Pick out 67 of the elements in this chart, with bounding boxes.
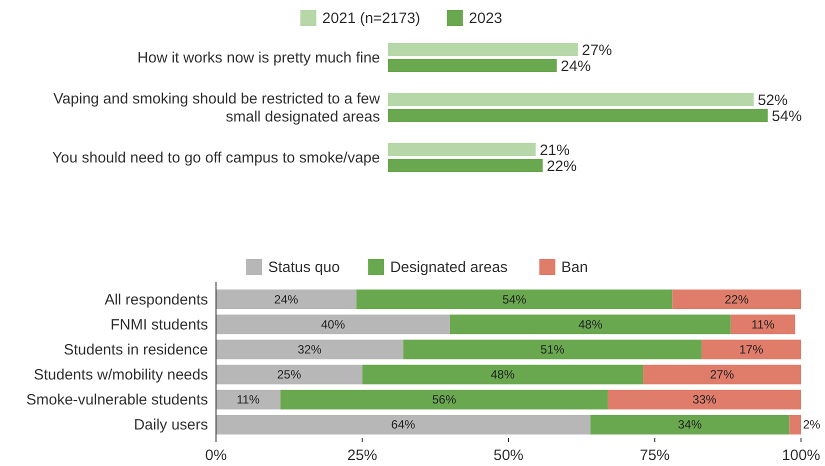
data-label: 27%	[582, 42, 612, 59]
bar	[702, 340, 801, 360]
data-label: 21%	[540, 142, 570, 159]
y-tick-label: You should need to go off campus to smoke/vape	[52, 150, 380, 166]
y-tick-label: Students in residence	[64, 341, 208, 358]
bar	[608, 390, 801, 410]
bar	[643, 364, 801, 384]
data-label: 24%	[560, 58, 591, 75]
legend-label: 2023	[468, 10, 502, 27]
data-label: 11%	[751, 317, 775, 332]
y-tick-label: How it works now is pretty much fine	[137, 50, 380, 66]
data-label: 48%	[578, 317, 603, 332]
bar	[388, 93, 754, 106]
x-tick-label: 75%	[640, 447, 670, 464]
bar	[388, 59, 557, 72]
bar	[450, 314, 731, 334]
bar	[216, 414, 590, 434]
bar	[216, 340, 404, 360]
bar	[789, 414, 801, 434]
y-tick-label: Daily users	[134, 416, 208, 434]
legend-label: 2021 (n=2173)	[322, 10, 420, 27]
bar	[216, 290, 356, 310]
data-label: 51%	[540, 342, 565, 356]
y-tick-label: Students w/mobility needs	[34, 366, 208, 384]
bar	[216, 364, 362, 384]
data-label: 33%	[692, 392, 717, 407]
legend-label: Status quo	[268, 259, 340, 276]
bar	[216, 390, 280, 410]
bar	[216, 314, 450, 334]
y-tick-label: Vaping and smoking should be restricted to a few small designated areas	[53, 90, 380, 126]
x-tick-label: 25%	[347, 447, 378, 464]
bar	[388, 109, 768, 122]
data-label: 54%	[502, 292, 527, 306]
bar	[672, 290, 801, 310]
data-label: 22%	[724, 292, 749, 306]
x-tick-label: 0%	[205, 447, 227, 464]
data-label: 54%	[772, 108, 802, 125]
data-label: 40%	[320, 317, 346, 332]
y-tick-label: All respondents	[104, 291, 208, 308]
data-label: 24%	[274, 292, 299, 306]
bar	[362, 364, 644, 384]
bar	[730, 314, 796, 334]
data-label: 52%	[758, 92, 788, 109]
bar	[388, 43, 578, 56]
y-tick-label: Smoke-vulnerable students	[26, 392, 208, 409]
bar	[590, 414, 790, 434]
data-label: 56%	[432, 392, 456, 407]
data-label: 22%	[546, 158, 577, 175]
data-label: 32%	[298, 342, 322, 356]
data-label: 17%	[739, 342, 764, 356]
bar	[388, 143, 536, 156]
bar	[356, 290, 672, 310]
bar	[280, 390, 608, 410]
y-tick-label: FNMI students	[110, 316, 208, 334]
data-label: 34%	[678, 418, 702, 432]
bar	[388, 159, 543, 172]
bar	[403, 340, 702, 360]
data-label: 25%	[277, 368, 302, 382]
legend-label: Designated areas	[390, 259, 508, 276]
data-label: 11%	[236, 392, 260, 407]
x-tick-label: 50%	[493, 447, 524, 464]
data-label: 27%	[710, 368, 734, 382]
data-label: 48%	[490, 368, 515, 382]
data-label: 2%	[803, 418, 821, 432]
data-label: 64%	[391, 418, 416, 432]
legend-label: Ban	[561, 259, 588, 276]
x-tick-label: 100%	[782, 447, 820, 464]
